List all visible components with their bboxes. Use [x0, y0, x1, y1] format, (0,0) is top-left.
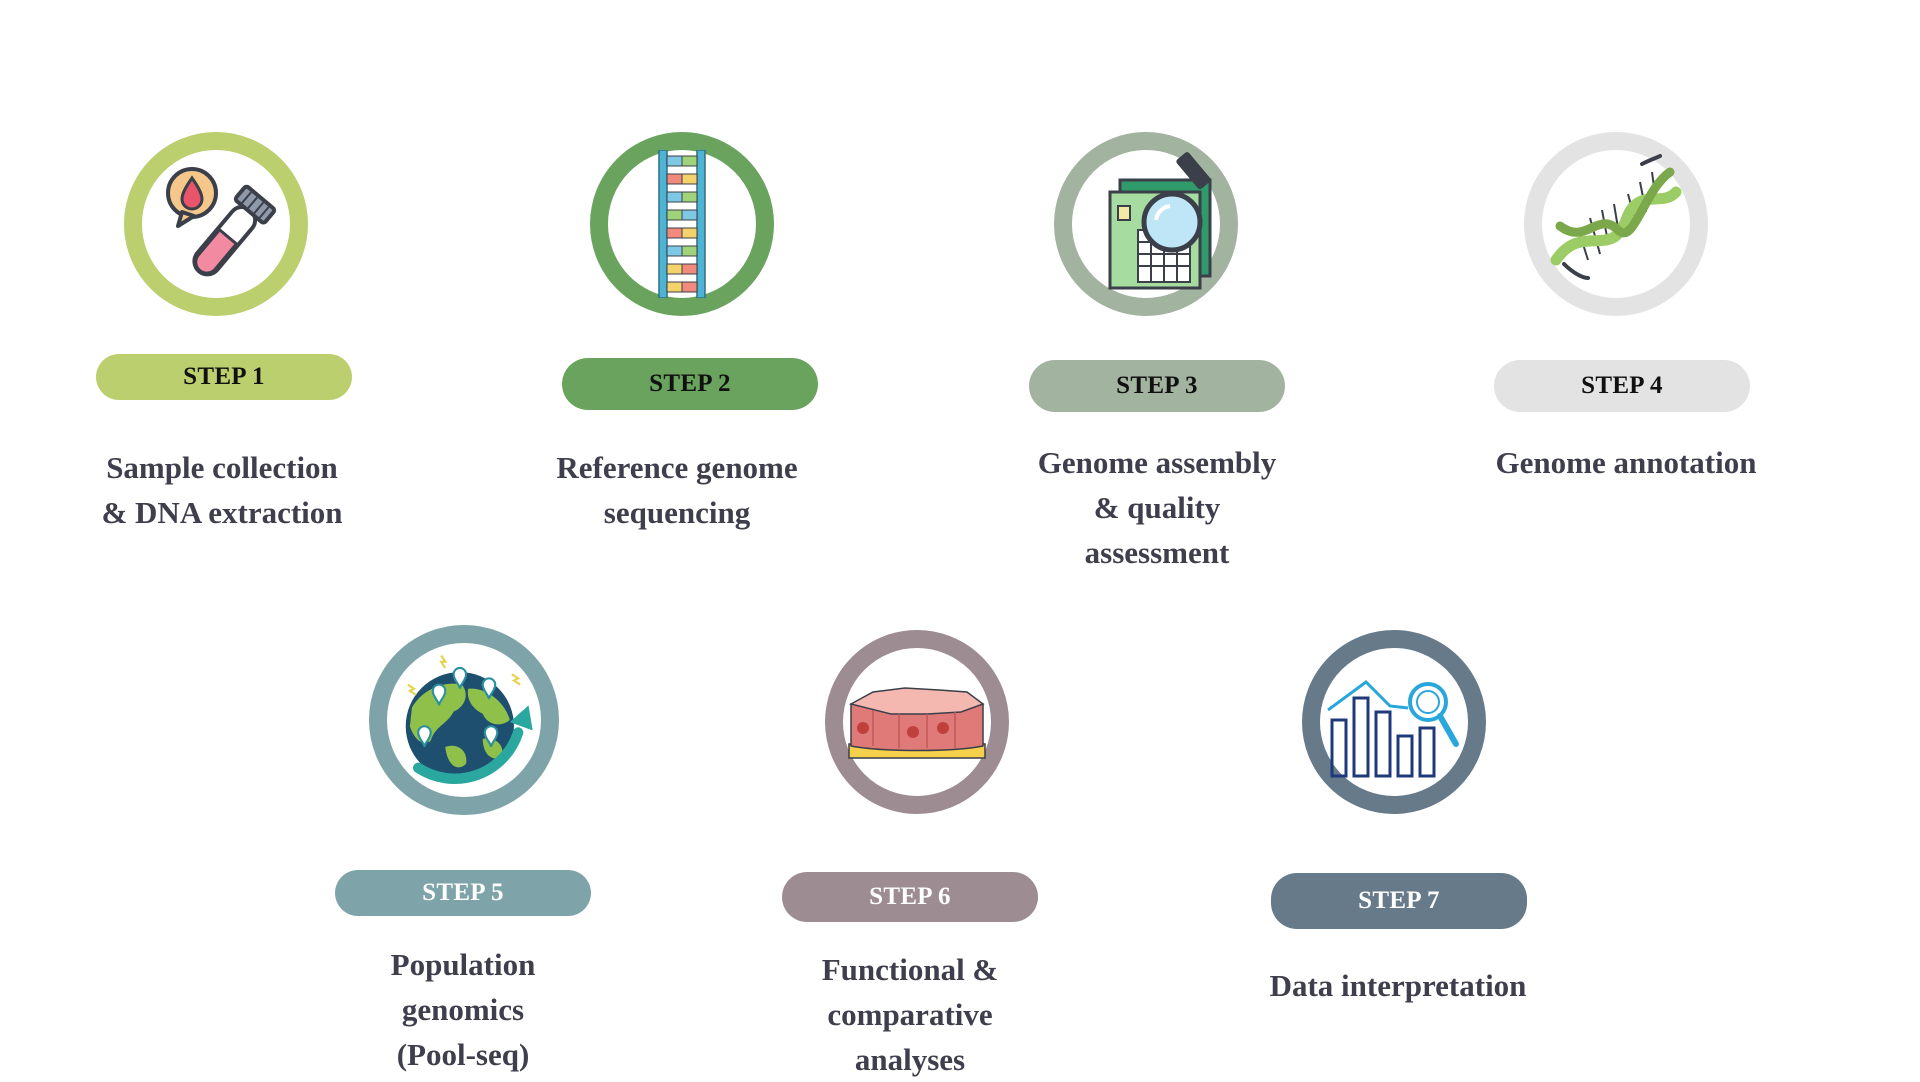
- step-6-badge: STEP 6: [782, 872, 1038, 922]
- cell-tissue-icon: [848, 687, 986, 759]
- step-4-label: Genome annotation: [1495, 445, 1757, 480]
- step-7-badge: STEP 7: [1271, 873, 1527, 929]
- step-6-label: Functional & comparative analyses: [821, 952, 999, 1077]
- dna-sequence-ladder-icon: [658, 150, 706, 298]
- bar-chart-magnifier-icon: [1327, 680, 1459, 778]
- step-2-badge: STEP 2: [562, 358, 818, 410]
- step-3-label: Genome assembly & quality assessment: [1037, 445, 1277, 570]
- step-1-ring: [124, 132, 308, 316]
- step-7-label: Data interpretation: [1269, 968, 1527, 1003]
- step-1-label: Sample collection & DNA extraction: [101, 450, 343, 530]
- step-1-badge: STEP 1: [96, 354, 352, 400]
- step-6-ring: [825, 630, 1009, 814]
- step-3-badge: STEP 3: [1029, 360, 1285, 412]
- step-2-label: Reference genome sequencing: [556, 450, 798, 530]
- step-2-ring: [590, 132, 774, 316]
- test-tube-blood-icon: [166, 167, 277, 277]
- globe-locations-icon: [405, 654, 533, 784]
- step-5-ring: [369, 625, 559, 815]
- step-4-ring: [1524, 132, 1708, 316]
- step-7-ring: [1302, 630, 1486, 814]
- step-5-badge: STEP 5: [335, 870, 591, 916]
- dna-helix-icon: [1550, 154, 1682, 280]
- magnifier-documents-icon: [1108, 152, 1212, 290]
- step-3-ring: [1054, 132, 1238, 316]
- step-5-label: Population genomics (Pool-seq): [390, 947, 536, 1072]
- step-4-badge: STEP 4: [1494, 360, 1750, 412]
